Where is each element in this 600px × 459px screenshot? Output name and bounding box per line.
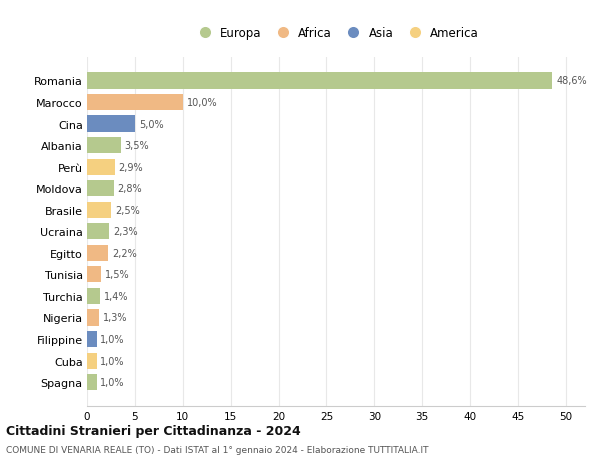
Text: 1,0%: 1,0% bbox=[100, 356, 125, 366]
Text: 2,3%: 2,3% bbox=[113, 227, 137, 237]
Text: 3,5%: 3,5% bbox=[124, 141, 149, 151]
Bar bbox=[87, 353, 97, 369]
Text: 2,5%: 2,5% bbox=[115, 205, 140, 215]
Bar bbox=[87, 224, 109, 240]
Bar bbox=[87, 95, 183, 111]
Bar bbox=[87, 288, 100, 304]
Text: 1,4%: 1,4% bbox=[104, 291, 129, 301]
Text: 2,8%: 2,8% bbox=[118, 184, 142, 194]
Bar bbox=[87, 181, 114, 197]
Text: 10,0%: 10,0% bbox=[187, 98, 217, 108]
Text: 1,5%: 1,5% bbox=[105, 270, 130, 280]
Bar bbox=[87, 116, 135, 132]
Legend: Europa, Africa, Asia, America: Europa, Africa, Asia, America bbox=[191, 25, 481, 43]
Text: 2,2%: 2,2% bbox=[112, 248, 137, 258]
Text: Cittadini Stranieri per Cittadinanza - 2024: Cittadini Stranieri per Cittadinanza - 2… bbox=[6, 424, 301, 437]
Bar bbox=[87, 73, 553, 90]
Bar bbox=[87, 245, 108, 261]
Text: 2,9%: 2,9% bbox=[119, 162, 143, 172]
Text: COMUNE DI VENARIA REALE (TO) - Dati ISTAT al 1° gennaio 2024 - Elaborazione TUTT: COMUNE DI VENARIA REALE (TO) - Dati ISTA… bbox=[6, 445, 428, 454]
Bar bbox=[87, 374, 97, 390]
Text: 48,6%: 48,6% bbox=[556, 76, 587, 86]
Text: 1,3%: 1,3% bbox=[103, 313, 128, 323]
Bar bbox=[87, 310, 100, 326]
Bar bbox=[87, 138, 121, 154]
Text: 5,0%: 5,0% bbox=[139, 119, 163, 129]
Bar bbox=[87, 202, 111, 218]
Bar bbox=[87, 267, 101, 283]
Bar bbox=[87, 331, 97, 347]
Bar bbox=[87, 159, 115, 175]
Text: 1,0%: 1,0% bbox=[100, 334, 125, 344]
Text: 1,0%: 1,0% bbox=[100, 377, 125, 387]
